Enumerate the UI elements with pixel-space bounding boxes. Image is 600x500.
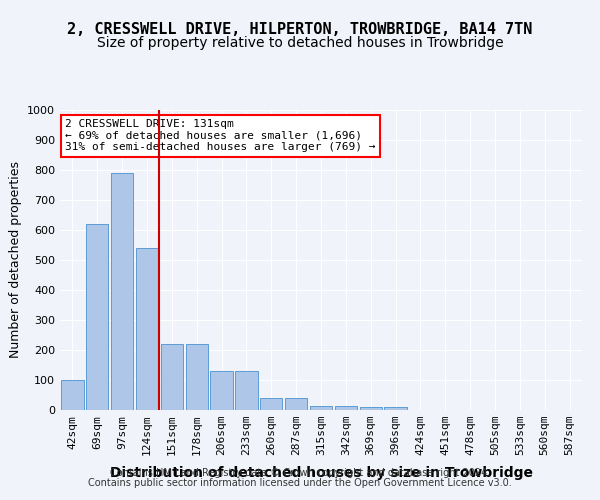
Bar bbox=[310, 406, 332, 410]
Bar bbox=[161, 344, 183, 410]
Bar bbox=[211, 371, 233, 410]
Text: Contains HM Land Registry data © Crown copyright and database right 2024.: Contains HM Land Registry data © Crown c… bbox=[110, 468, 490, 477]
Bar bbox=[335, 406, 357, 410]
Bar bbox=[260, 398, 283, 410]
Text: 2, CRESSWELL DRIVE, HILPERTON, TROWBRIDGE, BA14 7TN: 2, CRESSWELL DRIVE, HILPERTON, TROWBRIDG… bbox=[67, 22, 533, 38]
Text: Size of property relative to detached houses in Trowbridge: Size of property relative to detached ho… bbox=[97, 36, 503, 50]
Bar bbox=[61, 380, 83, 410]
Text: Contains public sector information licensed under the Open Government Licence v3: Contains public sector information licen… bbox=[88, 478, 512, 488]
Bar bbox=[235, 371, 257, 410]
Bar bbox=[359, 407, 382, 410]
Bar bbox=[185, 344, 208, 410]
Bar bbox=[385, 407, 407, 410]
Bar bbox=[111, 173, 133, 410]
X-axis label: Distribution of detached houses by size in Trowbridge: Distribution of detached houses by size … bbox=[110, 466, 533, 480]
Bar bbox=[86, 224, 109, 410]
Bar bbox=[136, 248, 158, 410]
Bar bbox=[285, 398, 307, 410]
Text: 2 CRESSWELL DRIVE: 131sqm
← 69% of detached houses are smaller (1,696)
31% of se: 2 CRESSWELL DRIVE: 131sqm ← 69% of detac… bbox=[65, 119, 376, 152]
Y-axis label: Number of detached properties: Number of detached properties bbox=[8, 162, 22, 358]
